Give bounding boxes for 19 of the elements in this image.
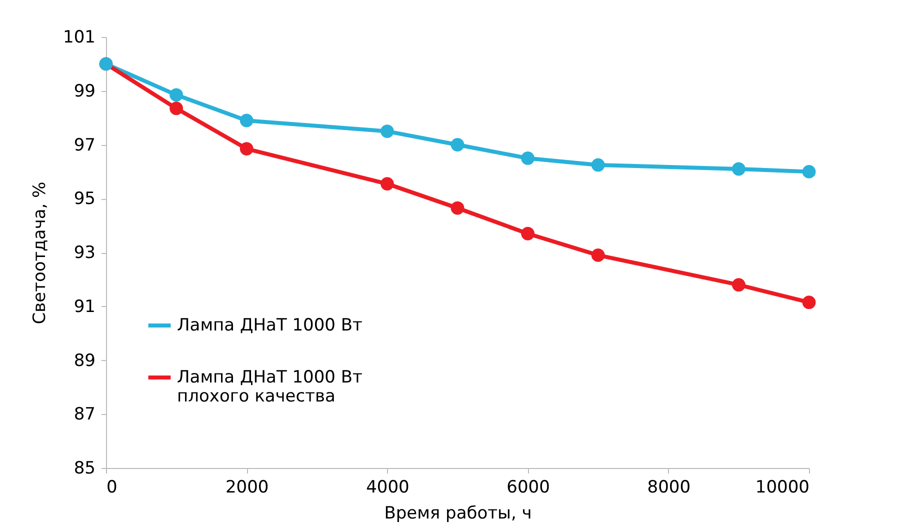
legend-label: Лампа ДНаТ 1000 Вт плохого качества <box>177 368 363 406</box>
x-axis-title: Время работы, ч <box>384 504 532 524</box>
y-tick-label: 87 <box>74 404 96 425</box>
y-tick-label: 99 <box>74 81 96 102</box>
y-tick-label: 89 <box>74 350 96 371</box>
y-tick-label: 101 <box>63 28 96 48</box>
x-tick-label: 8000 <box>647 478 691 498</box>
y-tick-label: 97 <box>74 135 96 156</box>
x-tick-label: 10000 <box>755 478 810 498</box>
x-tick-label: 6000 <box>506 478 550 498</box>
x-tick-label: 4000 <box>366 478 410 498</box>
x-tick-label: 2000 <box>225 478 269 498</box>
y-tick-label: 91 <box>74 296 96 317</box>
legend-label: Лампа ДНаТ 1000 Вт <box>177 316 363 336</box>
x-tick-label: 0 <box>106 478 118 498</box>
y-tick-label: 93 <box>74 243 96 263</box>
y-tick-label: 95 <box>74 189 96 210</box>
y-axis-title: Светоотдача, % <box>30 182 50 324</box>
y-tick-label: 85 <box>74 458 96 478</box>
